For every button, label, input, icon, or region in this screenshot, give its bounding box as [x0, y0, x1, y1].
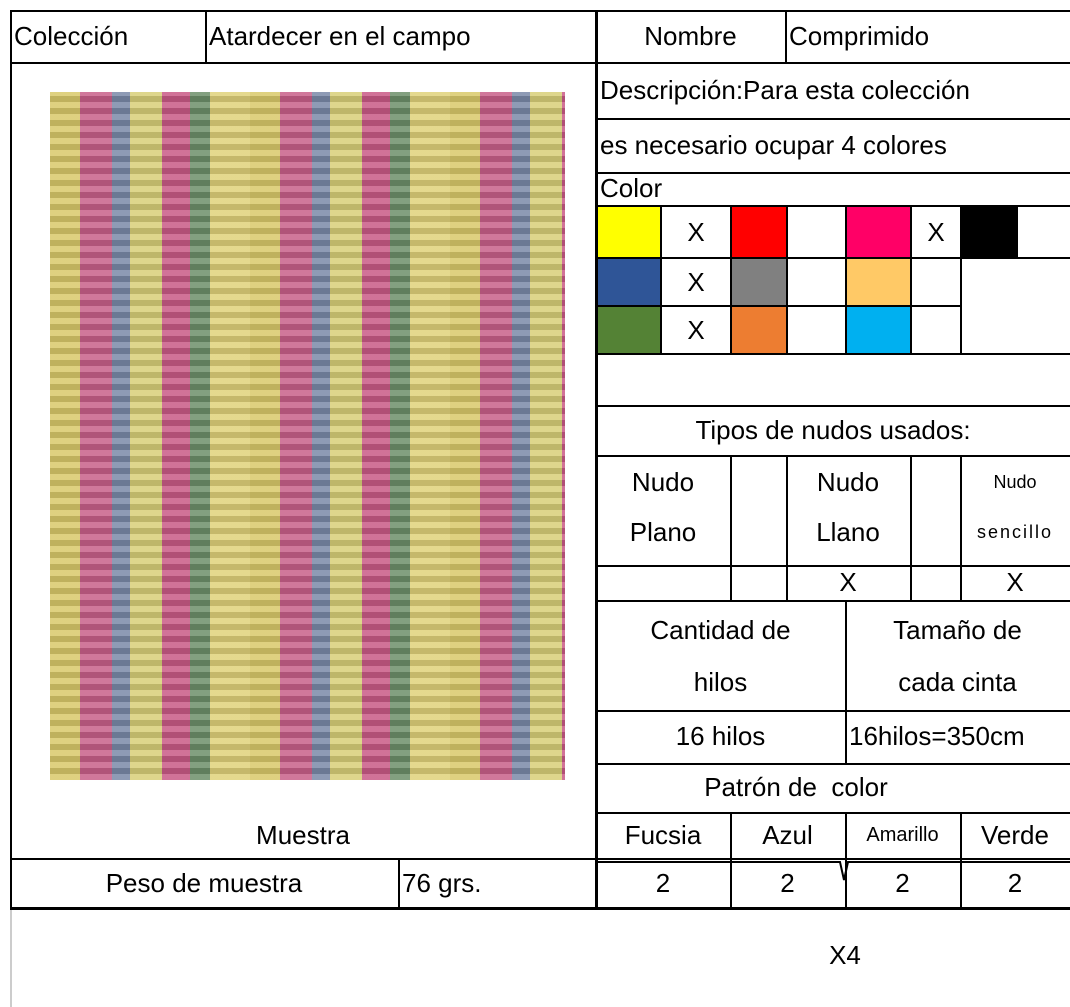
heading: Patrón de color [704, 772, 888, 802]
border [596, 565, 1070, 567]
label: Peso de muestra [105, 867, 303, 898]
knot-label: sencillo [976, 521, 1054, 542]
value: Atardecer en el campo [209, 20, 471, 51]
border [596, 205, 1070, 207]
count: 2 [655, 867, 671, 898]
border [10, 10, 12, 910]
color-swatch [732, 307, 786, 353]
border [596, 812, 1070, 814]
knot-label: Nudo [993, 471, 1037, 492]
label: hilos [693, 666, 748, 697]
value: Comprimido [789, 20, 930, 51]
border [910, 455, 912, 602]
label: Cantidad de [650, 614, 791, 645]
border [596, 257, 1070, 259]
color-name: Amarillo [866, 823, 939, 846]
border [10, 858, 1070, 860]
border [10, 10, 1070, 12]
color-swatch [598, 207, 660, 257]
border [960, 812, 962, 910]
heading: Tipos de nudos usados: [695, 414, 971, 445]
border [786, 205, 788, 355]
border [398, 858, 400, 910]
color-name: Verde [981, 819, 1049, 850]
color-swatch [847, 307, 910, 353]
mark: X [1006, 567, 1024, 597]
mark: X [927, 216, 945, 247]
border [960, 455, 962, 602]
gridline [10, 908, 12, 1007]
border [596, 118, 1070, 120]
border [595, 10, 598, 910]
description: Descripción:Para esta colección [600, 74, 970, 105]
count: 2 [895, 867, 910, 898]
mark: X [839, 567, 857, 597]
border [596, 405, 1070, 407]
color-swatch [598, 259, 660, 305]
mark: X [687, 266, 705, 297]
border [845, 812, 847, 910]
label: cada cinta [898, 666, 1017, 697]
knot-label: Plano [629, 516, 697, 547]
mark: X [687, 314, 705, 345]
border [845, 600, 847, 765]
border [785, 10, 787, 64]
border [730, 205, 732, 355]
label: Tamaño de [893, 614, 1022, 645]
border [660, 205, 662, 355]
border [910, 205, 912, 355]
mark: X [687, 216, 705, 247]
label: X4 [829, 939, 861, 970]
border [730, 455, 732, 602]
count: 2 [780, 867, 795, 898]
value: 76 grs. [402, 867, 482, 898]
knot-label: Llano [816, 516, 880, 547]
border [596, 710, 1070, 712]
color-swatch [732, 259, 786, 305]
label: Color [600, 173, 663, 203]
color-swatch [847, 207, 910, 257]
border [960, 205, 962, 355]
color-swatch [732, 207, 786, 257]
border [596, 455, 1070, 457]
border [1016, 205, 1018, 259]
border [786, 455, 788, 602]
value: 16 hilos [675, 721, 766, 751]
border [730, 812, 732, 910]
label: Colección [14, 20, 129, 51]
color-name: Fucsia [624, 819, 702, 850]
color-name: Azul [762, 819, 813, 850]
border [845, 205, 847, 355]
knot-label: Nudo [631, 466, 695, 497]
count: 2 [1007, 867, 1023, 898]
description: es necesario ocupar 4 colores [600, 129, 947, 160]
color-swatch [598, 307, 660, 353]
sample-photo [50, 92, 565, 780]
border [596, 172, 1070, 174]
border [596, 353, 1070, 355]
border [205, 10, 207, 64]
knot-label: Nudo [816, 466, 880, 497]
label: Nombre [644, 20, 737, 51]
border [596, 763, 1070, 765]
value: 16hilos=350cm [849, 721, 1025, 751]
border [10, 62, 1070, 64]
border [596, 600, 1070, 602]
border [596, 305, 960, 307]
caption: Muestra [256, 819, 350, 850]
color-swatch [962, 207, 1016, 257]
border [10, 907, 1070, 910]
color-swatch [847, 259, 910, 305]
